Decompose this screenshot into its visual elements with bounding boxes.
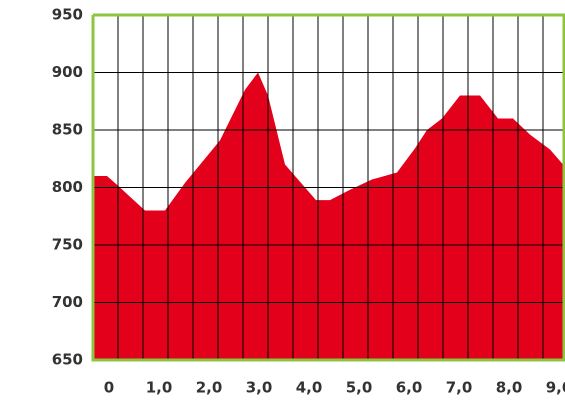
x-tick-label: 6,0 xyxy=(396,379,423,397)
x-tick-label: 1,0 xyxy=(146,379,173,397)
x-tick-label: 9,0 xyxy=(546,379,565,397)
elevation-area xyxy=(93,72,563,360)
x-tick-label: 0 xyxy=(104,379,114,397)
y-tick-label: 800 xyxy=(52,178,83,196)
plot-frame xyxy=(91,13,565,362)
y-tick-label: 850 xyxy=(52,121,83,139)
y-tick-label: 900 xyxy=(52,63,83,81)
y-tick-label: 950 xyxy=(52,6,83,24)
x-tick-label: 7,0 xyxy=(446,379,473,397)
y-tick-label: 750 xyxy=(52,236,83,254)
x-tick-label: 3,0 xyxy=(246,379,273,397)
x-tick-label: 8,0 xyxy=(496,379,523,397)
x-tick-label: 5,0 xyxy=(346,379,373,397)
x-tick-label: 4,0 xyxy=(296,379,323,397)
y-tick-label: 700 xyxy=(52,293,83,311)
x-tick-label: 2,0 xyxy=(196,379,223,397)
y-tick-label: 650 xyxy=(52,351,83,369)
